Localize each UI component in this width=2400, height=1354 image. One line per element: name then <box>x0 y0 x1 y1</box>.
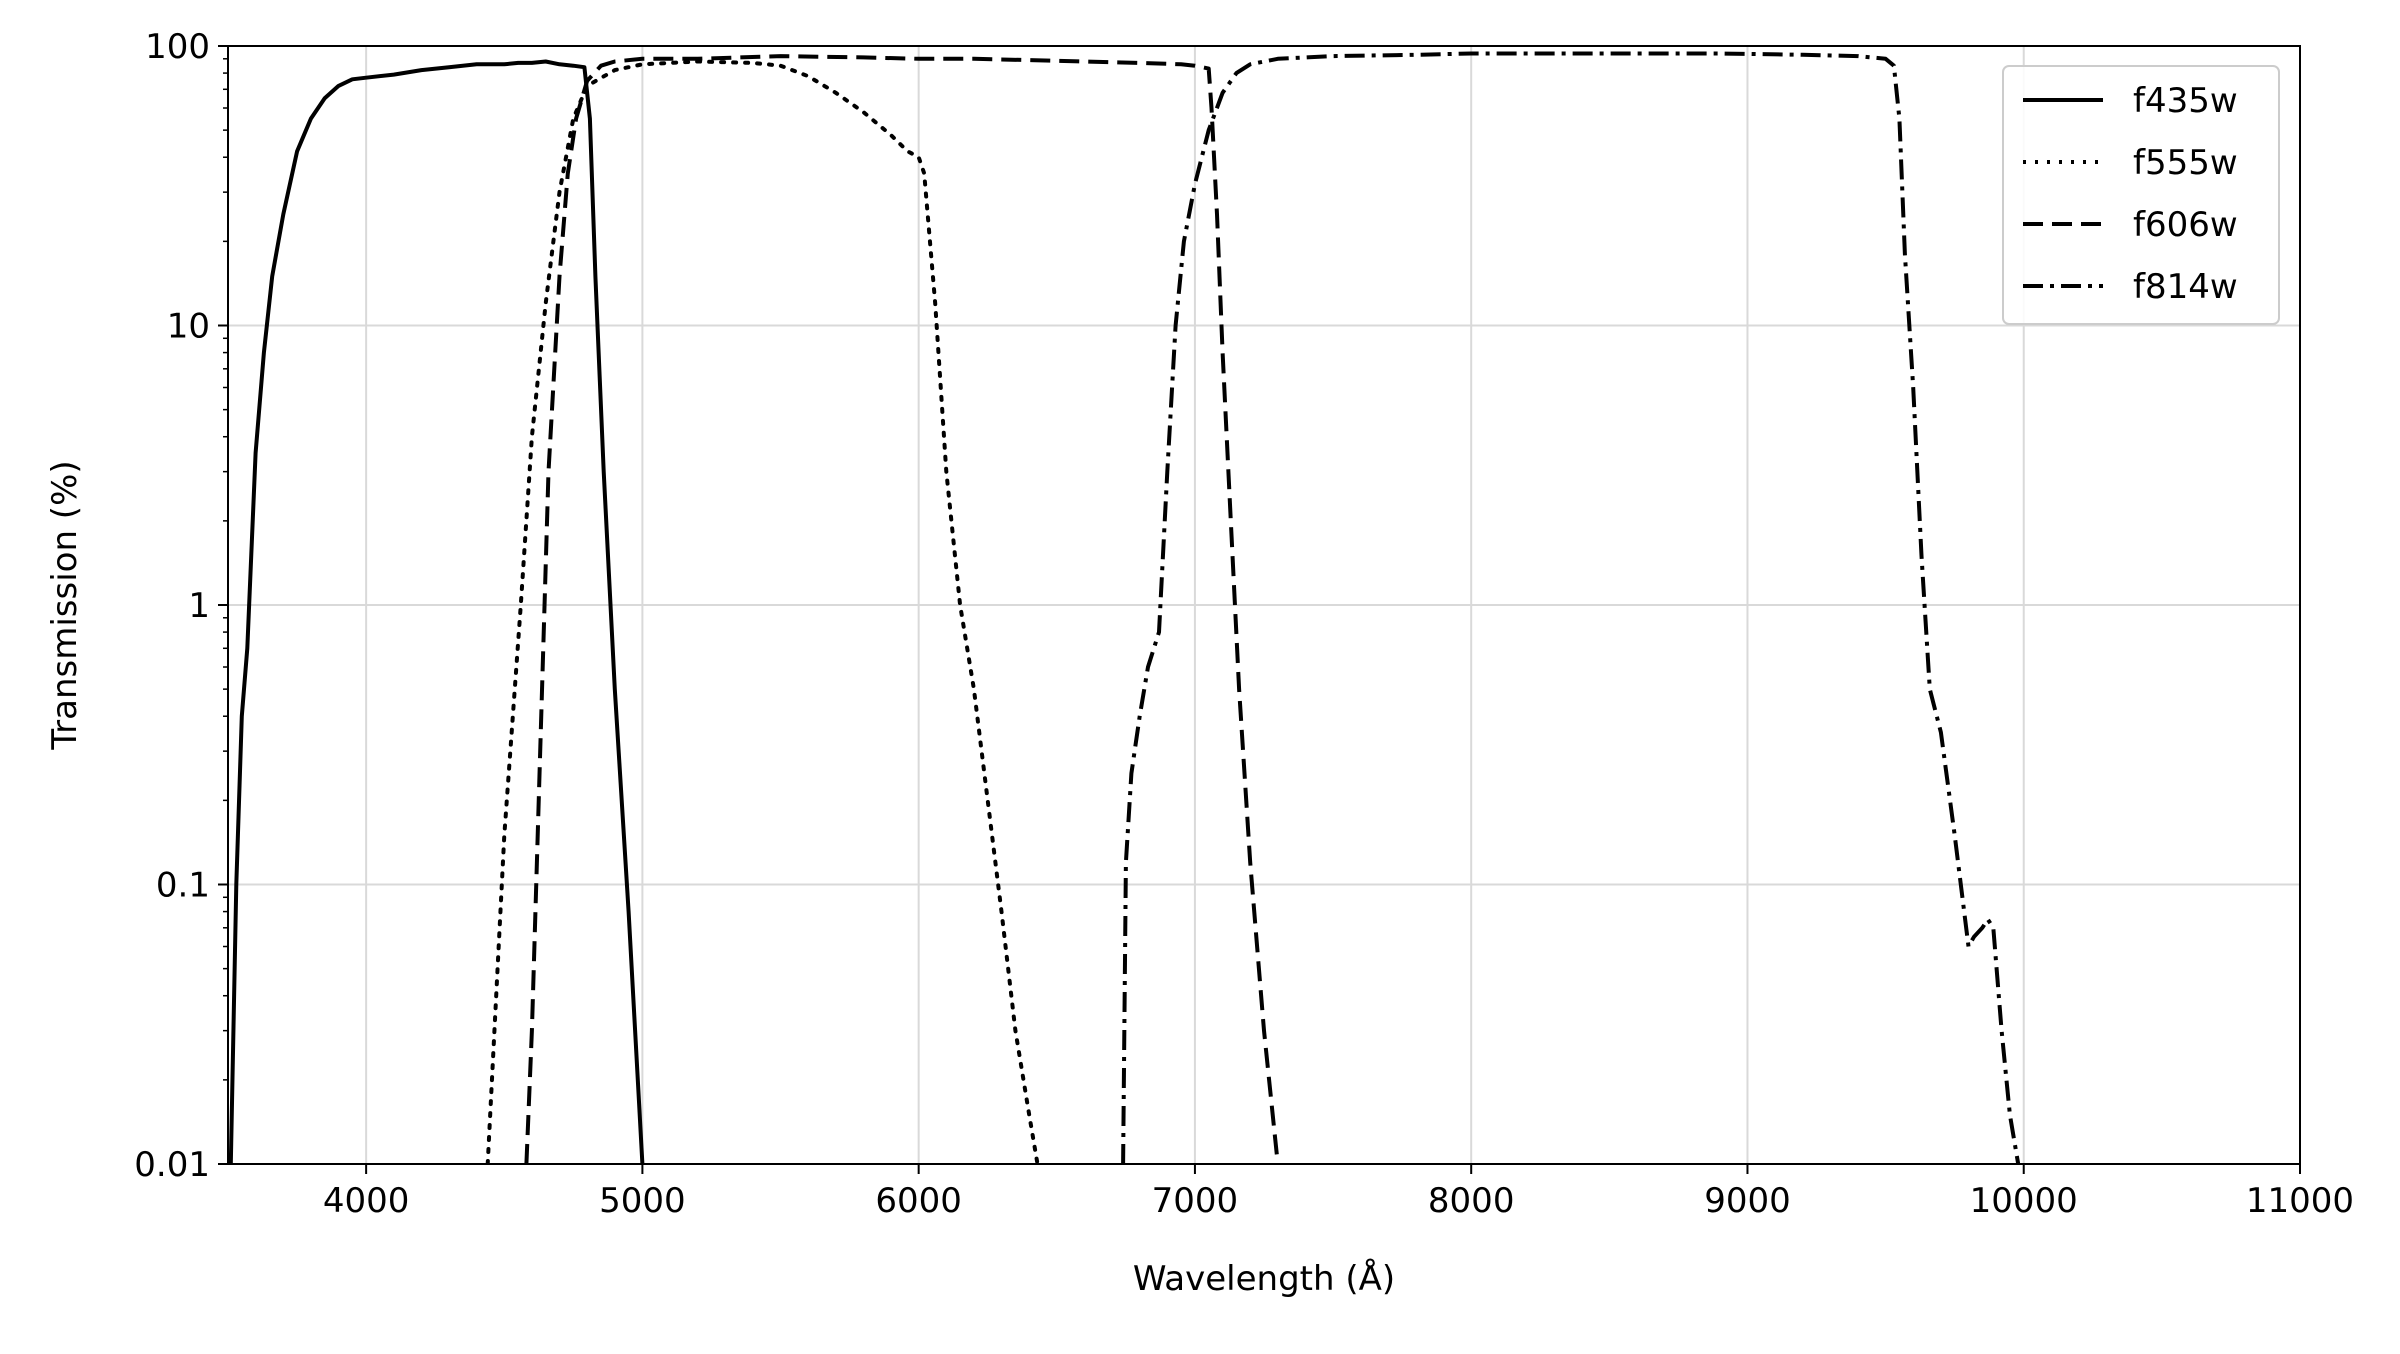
y-tick-label: 0.1 <box>156 866 210 906</box>
legend-label-f814w: f814w <box>2133 267 2238 307</box>
series-layer <box>228 51 2021 1164</box>
y-axis-label: Transmission (%) <box>45 460 85 750</box>
y-tick-label: 0.01 <box>134 1145 210 1185</box>
y-tick-label: 100 <box>145 27 210 67</box>
legend-label-f435w: f435w <box>2133 81 2238 121</box>
series-line-f814w <box>1121 51 2021 1164</box>
series-line-f606w <box>524 54 1280 1164</box>
x-tick-label: 5000 <box>599 1181 686 1221</box>
x-axis: 4000 5000 6000 7000 8000 9000 10000 11000 <box>323 1164 2354 1221</box>
x-tick-label: 6000 <box>875 1181 962 1221</box>
x-tick-label: 10000 <box>1970 1181 2078 1221</box>
legend-box <box>2002 65 2280 325</box>
x-tick-label: 11000 <box>2246 1181 2354 1221</box>
series-line-f435w <box>228 59 645 1164</box>
y-tick-label: 1 <box>188 586 210 626</box>
grid-lines <box>228 45 2301 1165</box>
x-axis-label: Wavelength (Å) <box>1133 1258 1395 1299</box>
legend-label-f606w: f606w <box>2133 205 2238 245</box>
legend-label-f555w: f555w <box>2133 143 2238 183</box>
x-tick-label: 4000 <box>323 1181 410 1221</box>
y-axis: 0.01 0.1 1 10 100 <box>134 27 228 1185</box>
x-tick-label: 8000 <box>1428 1181 1515 1221</box>
x-tick-label: 7000 <box>1152 1181 1239 1221</box>
series-line-f555w <box>485 59 1040 1164</box>
legend: f435w f555w f606w f814w <box>2002 65 2280 325</box>
x-tick-label: 9000 <box>1704 1181 1791 1221</box>
y-tick-label: 10 <box>167 307 210 347</box>
